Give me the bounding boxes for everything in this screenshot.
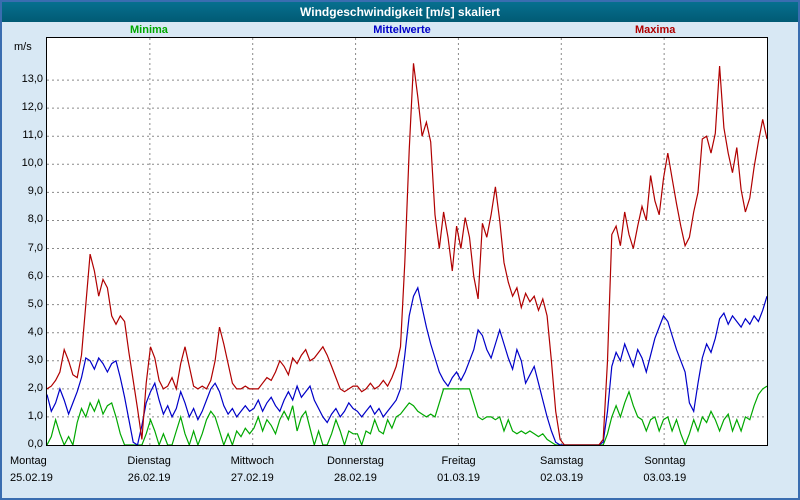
- y-tick-label: 13,0: [21, 73, 43, 86]
- legend-minima: Minima: [130, 24, 168, 36]
- y-tick-label: 5,0: [27, 297, 43, 310]
- y-tick-label: 2,0: [27, 381, 43, 394]
- x-date-label: 03.03.19: [643, 472, 687, 484]
- x-date-label: 01.03.19: [437, 472, 480, 484]
- x-date-label: 26.02.19: [127, 472, 171, 484]
- x-weekday-label: Donnerstag: [326, 455, 384, 467]
- series-line-mittelwerte: [47, 286, 767, 445]
- plot-svg: [47, 38, 767, 445]
- x-date-label: 27.02.19: [230, 472, 274, 484]
- y-tick-label: 6,0: [27, 269, 43, 282]
- y-tick-label: 12,0: [21, 101, 43, 114]
- y-tick-label: 7,0: [27, 241, 43, 254]
- x-weekday-label: Samstag: [539, 455, 584, 467]
- y-tick-label: 11,0: [22, 129, 43, 142]
- x-weekday-label: Sonntag: [644, 455, 686, 467]
- chart-plot-area: [46, 37, 768, 446]
- x-weekday-label: Freitag: [441, 455, 476, 467]
- y-tick-label: 10,0: [21, 157, 43, 170]
- x-date-label: 28.02.19: [334, 472, 377, 484]
- x-weekday-label: Mittwoch: [230, 455, 274, 467]
- legend-maxima: Maxima: [635, 24, 676, 36]
- x-weekday-label: Montag: [10, 455, 47, 467]
- x-date-label: 25.02.19: [10, 472, 53, 484]
- y-tick-label: 8,0: [27, 213, 43, 226]
- y-tick-label: 0,0: [27, 438, 43, 450]
- y-tick-label: 3,0: [27, 353, 43, 366]
- y-tick-label: 1,0: [27, 409, 43, 422]
- y-tick-label: 9,0: [27, 185, 43, 198]
- x-date-label: 02.03.19: [540, 472, 584, 484]
- y-axis-unit-label: m/s: [14, 41, 32, 53]
- y-tick-label: 4,0: [27, 325, 43, 338]
- window-title: Windgeschwindigkeit [m/s] skaliert: [300, 5, 500, 19]
- series-line-maxima: [47, 63, 767, 445]
- title-bar: Windgeschwindigkeit [m/s] skaliert: [2, 2, 798, 22]
- legend-mittelwerte: Mittelwerte: [373, 24, 431, 36]
- series-line-minima: [47, 385, 767, 445]
- x-weekday-label: Dienstag: [127, 455, 171, 467]
